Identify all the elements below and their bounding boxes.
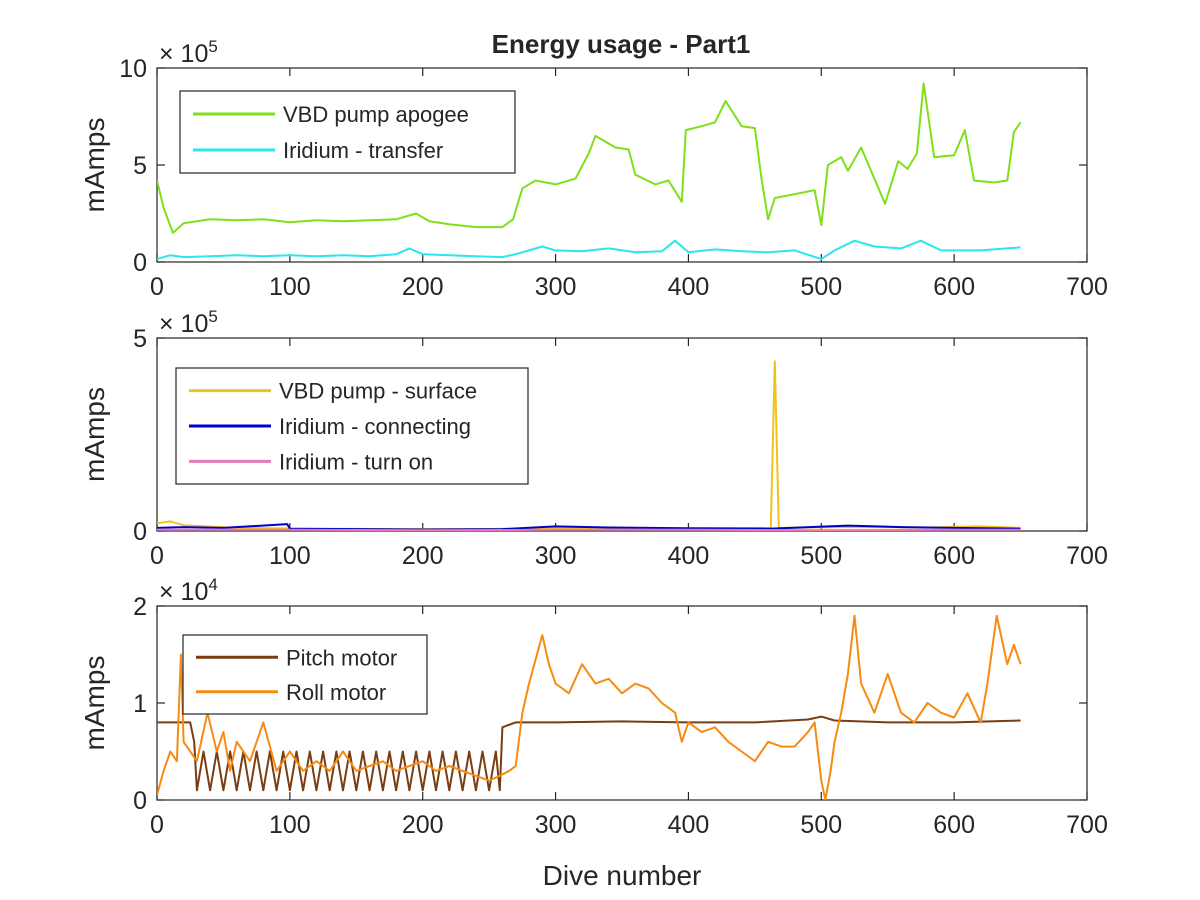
series-line bbox=[157, 239, 1021, 261]
x-tick-label: 100 bbox=[269, 273, 311, 301]
panel-bottom: 0 100 200 300 400 500 600 700 0 1 2 × 104 mAmps Dive … bbox=[79, 575, 1108, 891]
x-tick-label: 600 bbox=[933, 273, 975, 301]
exponent-power: 4 bbox=[208, 575, 217, 594]
x-tick-label: 400 bbox=[668, 542, 710, 570]
x-tick-label: 200 bbox=[402, 811, 444, 839]
y-tick-label: 1 bbox=[133, 690, 147, 718]
y-tick-label: 0 bbox=[133, 787, 147, 815]
x-tick-label: 100 bbox=[269, 811, 311, 839]
chart-title: Energy usage - Part1 bbox=[492, 29, 751, 59]
exponent-power: 5 bbox=[208, 307, 217, 326]
x-tick-label: 700 bbox=[1066, 273, 1108, 301]
series-group bbox=[157, 360, 1021, 531]
y-tick-label: 2 bbox=[133, 593, 147, 621]
x-tick-label: 100 bbox=[269, 542, 311, 570]
x-tick-label: 700 bbox=[1066, 811, 1108, 839]
x-tick-label: 0 bbox=[150, 811, 164, 839]
x-tick-label: 200 bbox=[402, 273, 444, 301]
series-group bbox=[157, 614, 1022, 800]
y-tick-label: 5 bbox=[133, 152, 147, 180]
x-tick-label: 200 bbox=[402, 542, 444, 570]
legend-box bbox=[179, 90, 516, 174]
series-group bbox=[157, 82, 1022, 261]
series-line bbox=[157, 523, 1021, 531]
legend-entry: VBD pump apogee bbox=[283, 102, 469, 127]
legend-entry: VBD pump - surface bbox=[279, 379, 477, 404]
exponent-base: × 10 bbox=[159, 310, 208, 338]
y-exponent-label: × 105 bbox=[159, 37, 218, 68]
legend-entry: Roll motor bbox=[286, 680, 386, 705]
exponent-base: × 10 bbox=[159, 578, 208, 606]
legend: VBD pump - surface Iridium - connecting Ir… bbox=[175, 367, 529, 485]
x-tick-label: 500 bbox=[800, 811, 842, 839]
series-line bbox=[157, 614, 1022, 800]
legend: VBD pump apogee Iridium - transfer bbox=[179, 90, 516, 174]
x-tick-label: 0 bbox=[150, 542, 164, 570]
y-tick-label: 10 bbox=[119, 55, 147, 83]
legend-entry: Iridium - connecting bbox=[279, 414, 471, 439]
x-tick-label: 500 bbox=[800, 273, 842, 301]
series-line bbox=[157, 715, 1021, 792]
legend-entry: Iridium - transfer bbox=[283, 138, 443, 163]
x-tick-label: 300 bbox=[535, 273, 577, 301]
y-axis-label: mAmps bbox=[79, 387, 110, 482]
y-exponent-label: × 104 bbox=[159, 575, 218, 606]
y-axis-label: mAmps bbox=[79, 656, 110, 751]
x-tick-label: 700 bbox=[1066, 542, 1108, 570]
x-tick-label: 300 bbox=[535, 542, 577, 570]
y-exponent-label: × 105 bbox=[159, 307, 218, 338]
legend: Pitch motor Roll motor bbox=[182, 634, 428, 715]
y-tick-label: 5 bbox=[133, 325, 147, 353]
legend-entry: Pitch motor bbox=[286, 645, 397, 670]
y-tick-label: 0 bbox=[133, 249, 147, 277]
series-line bbox=[157, 82, 1022, 234]
x-tick-label: 300 bbox=[535, 811, 577, 839]
legend-box bbox=[182, 634, 428, 715]
x-tick-label: 0 bbox=[150, 273, 164, 301]
x-axis-label: Dive number bbox=[543, 860, 702, 891]
x-tick-label: 400 bbox=[668, 273, 710, 301]
exponent-base: × 10 bbox=[159, 40, 208, 68]
x-tick-label: 600 bbox=[933, 542, 975, 570]
y-tick-label: 0 bbox=[133, 518, 147, 546]
legend-entry: Iridium - turn on bbox=[279, 449, 433, 474]
x-tick-label: 400 bbox=[668, 811, 710, 839]
x-tick-label: 500 bbox=[800, 542, 842, 570]
exponent-power: 5 bbox=[208, 37, 217, 56]
y-axis-label: mAmps bbox=[79, 118, 110, 213]
x-tick-label: 600 bbox=[933, 811, 975, 839]
